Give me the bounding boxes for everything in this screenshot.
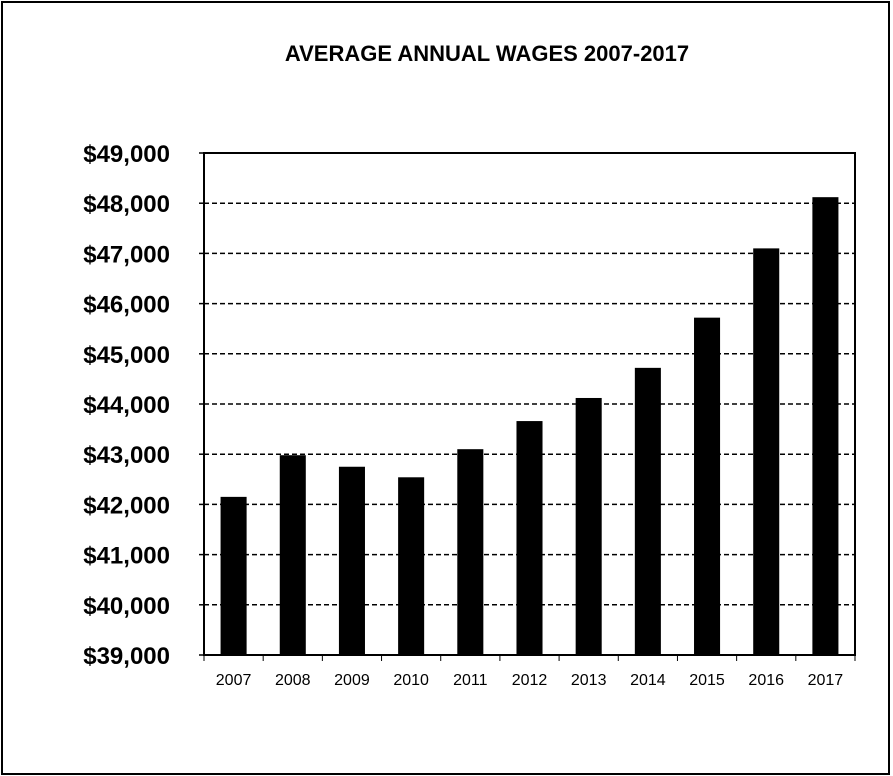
plot-area-border xyxy=(203,152,856,656)
y-tick-label-40000: $40,000 xyxy=(83,593,170,620)
x-tick-label-2014: 2014 xyxy=(630,672,666,689)
y-tick-label-45000: $45,000 xyxy=(83,342,170,369)
bar-2017 xyxy=(812,197,839,655)
x-axis-ticks: 2007 2008 2009 2010 2011 2012 2013 2014 2015 2016… xyxy=(203,655,856,689)
y-tick-label-48000: $48,000 xyxy=(83,191,170,218)
bar-2009 xyxy=(338,466,365,655)
bar-2011 xyxy=(457,449,484,655)
x-tick-label-2011: 2011 xyxy=(453,672,488,689)
y-axis-ticks: $39,000 $40,000 $41,000 $42,000 $43,000 $44,0… xyxy=(83,141,204,670)
x-tick-label-2007: 2007 xyxy=(216,672,252,689)
y-tick-label-44000: $44,000 xyxy=(83,392,170,419)
bar-2015 xyxy=(694,317,721,655)
x-tick-label-2009: 2009 xyxy=(334,672,370,689)
y-tick-label-41000: $41,000 xyxy=(83,543,170,570)
bar-2013 xyxy=(575,397,602,655)
y-tick-label-47000: $47,000 xyxy=(83,241,170,268)
x-tick-label-2013: 2013 xyxy=(571,672,607,689)
y-tick-label-49000: $49,000 xyxy=(83,141,170,168)
y-tick-label-43000: $43,000 xyxy=(83,442,170,469)
x-tick-label-2016: 2016 xyxy=(748,672,784,689)
x-tick-label-2015: 2015 xyxy=(689,672,725,689)
bar-2007 xyxy=(220,496,247,655)
x-tick-label-2010: 2010 xyxy=(393,672,429,689)
bar-2012 xyxy=(516,421,543,655)
y-tick-label-46000: $46,000 xyxy=(83,292,170,319)
y-tick-label-42000: $42,000 xyxy=(83,492,170,519)
bar-2010 xyxy=(398,477,425,655)
x-tick-label-2012: 2012 xyxy=(512,672,548,689)
x-tick-label-2008: 2008 xyxy=(275,672,311,689)
bar-2008 xyxy=(279,455,306,655)
bars xyxy=(220,197,839,655)
chart-title: AVERAGE ANNUAL WAGES 2007-2017 xyxy=(285,41,689,66)
y-tick-label-39000: $39,000 xyxy=(83,643,170,670)
bar-2016 xyxy=(753,248,780,655)
gridlines xyxy=(204,202,855,606)
bar-2014 xyxy=(634,367,661,655)
x-tick-label-2017: 2017 xyxy=(808,672,844,689)
